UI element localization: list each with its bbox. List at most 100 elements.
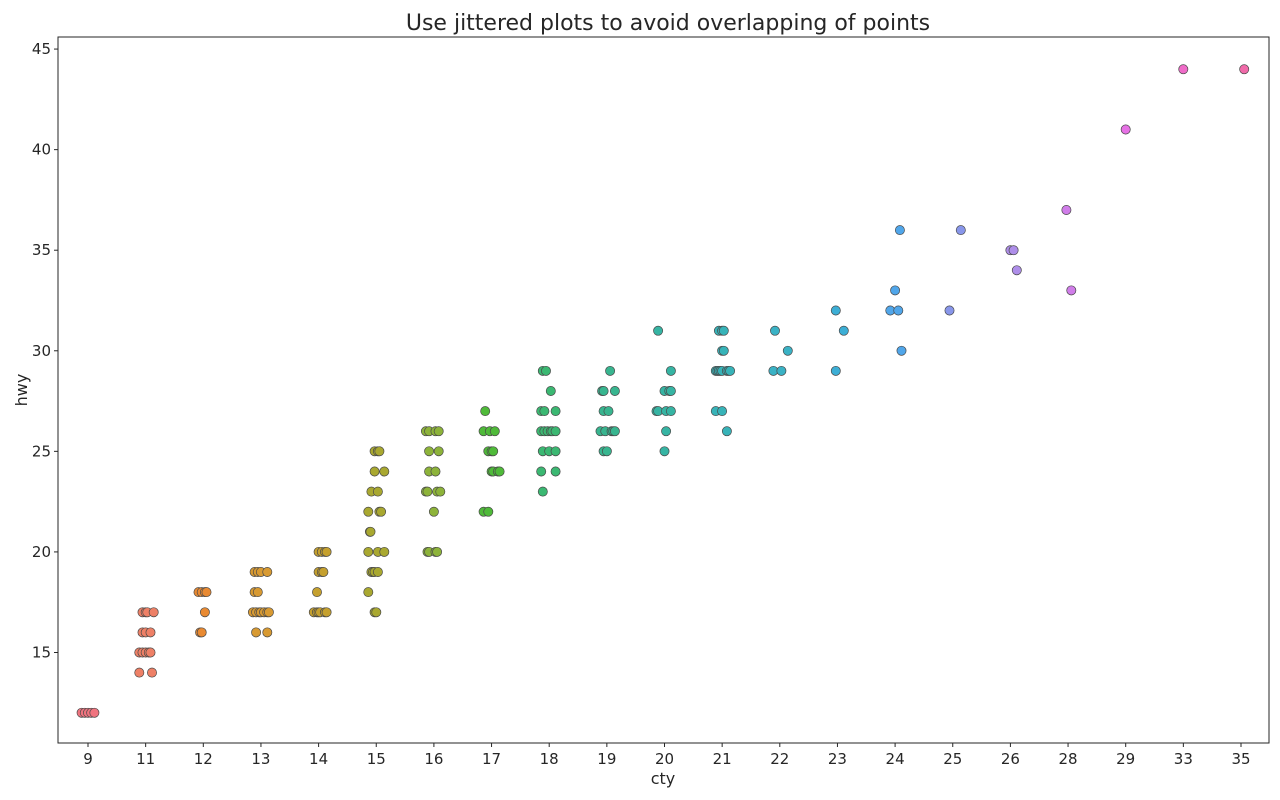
data-point (371, 607, 382, 618)
data-point (1239, 64, 1250, 75)
data-point (489, 426, 500, 437)
data-point (1061, 205, 1072, 215)
data-point (536, 466, 547, 477)
y-tick-label: 40 (32, 141, 51, 159)
x-tick-label: 9 (83, 750, 93, 768)
data-point (782, 345, 793, 356)
data-point (545, 386, 556, 396)
x-tick-label: 16 (424, 750, 443, 768)
data-point (665, 365, 676, 376)
data-point (659, 446, 670, 457)
data-point (435, 486, 446, 497)
data-point (488, 446, 499, 457)
data-point (541, 365, 551, 376)
data-point (262, 627, 273, 638)
data-point (430, 466, 441, 477)
x-axis-ticks: 9 11 12 13 14 15 16 17 18 19 20 21 22 23 24 25 26 28 29 33 3… (83, 743, 1251, 768)
data-point (196, 627, 207, 638)
data-point (770, 325, 780, 336)
data-point (148, 607, 159, 618)
data-point (376, 506, 387, 517)
x-tick-label: 25 (943, 750, 962, 768)
data-point (661, 426, 672, 437)
y-tick-label: 15 (32, 643, 51, 661)
data-point (603, 406, 614, 417)
data-point (147, 667, 157, 678)
data-point (363, 587, 374, 598)
data-point (312, 587, 322, 598)
y-tick-label: 25 (32, 442, 51, 460)
data-point (890, 285, 901, 296)
x-tick-label: 28 (1059, 750, 1078, 768)
data-point (601, 446, 612, 457)
data-point (374, 446, 385, 457)
data-point (483, 506, 494, 517)
data-point (433, 446, 444, 457)
x-tick-label: 11 (136, 750, 155, 768)
x-tick-label: 22 (770, 750, 789, 768)
data-point (1178, 64, 1189, 75)
x-tick-label: 18 (540, 750, 559, 768)
x-tick-label: 26 (1001, 750, 1020, 768)
data-point (201, 587, 212, 598)
data-point (424, 446, 435, 457)
data-point (494, 466, 505, 477)
data-point (251, 627, 262, 638)
data-point (830, 305, 841, 316)
data-point (263, 607, 274, 618)
data-point (318, 567, 329, 577)
data-point (776, 365, 787, 376)
data-point (598, 386, 609, 396)
x-tick-label: 35 (1231, 750, 1250, 768)
data-point (363, 546, 374, 557)
points-layer (76, 64, 1250, 718)
x-tick-label: 24 (886, 750, 905, 768)
data-point (372, 567, 383, 577)
data-point (372, 486, 383, 497)
data-point (605, 365, 616, 376)
data-point (830, 365, 841, 376)
x-tick-label: 15 (367, 750, 386, 768)
data-point (365, 526, 376, 537)
data-point (721, 426, 732, 437)
data-point (550, 466, 561, 477)
data-point (321, 607, 332, 618)
data-point (422, 486, 433, 497)
data-point (955, 225, 966, 236)
data-point (838, 325, 849, 336)
x-tick-label: 21 (713, 750, 732, 768)
data-point (379, 546, 390, 557)
data-point (369, 466, 380, 477)
data-point (718, 345, 729, 356)
data-point (1008, 245, 1019, 256)
y-axis-ticks: 15 20 25 30 35 40 45 (32, 40, 58, 661)
data-point (433, 426, 444, 437)
y-axis-label: hwy (12, 374, 31, 407)
data-point (550, 426, 561, 437)
data-point (653, 325, 664, 336)
data-point (609, 426, 620, 437)
x-tick-label: 12 (194, 750, 213, 768)
data-point (893, 305, 904, 316)
x-tick-label: 29 (1116, 750, 1135, 768)
data-point (428, 506, 439, 517)
data-point (537, 486, 548, 497)
data-point (363, 506, 374, 517)
data-point (718, 325, 729, 336)
data-point (717, 406, 728, 417)
chart-title: Use jittered plots to avoid overlapping … (406, 11, 930, 36)
data-point (894, 225, 905, 236)
data-point (944, 305, 955, 316)
x-tick-label: 20 (655, 750, 674, 768)
data-point (89, 707, 100, 718)
x-tick-label: 23 (828, 750, 847, 768)
y-tick-label: 45 (32, 40, 51, 58)
data-point (1120, 124, 1131, 135)
data-point (480, 406, 491, 417)
data-point (262, 567, 273, 577)
data-point (550, 406, 561, 417)
data-point (432, 546, 443, 557)
y-tick-label: 35 (32, 241, 51, 259)
data-point (1066, 285, 1077, 296)
